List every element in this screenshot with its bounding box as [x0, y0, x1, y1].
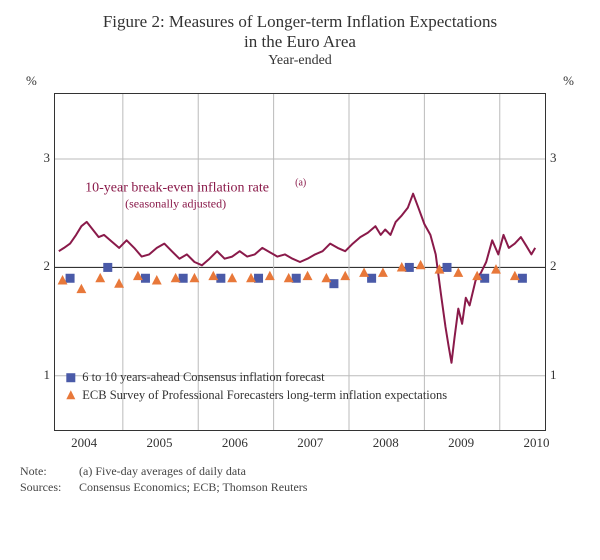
y-axis-unit-right: %	[563, 73, 574, 89]
xtick: 2008	[373, 435, 399, 451]
sources-text: Consensus Economics; ECB; Thomson Reuter…	[79, 480, 307, 494]
svg-text:(seasonally adjusted): (seasonally adjusted)	[125, 196, 226, 210]
chart-svg: 10-year break-even inflation rate (a) (sea…	[55, 94, 545, 430]
ytick-left: 2	[32, 258, 50, 274]
figure-subtitle: Year-ended	[20, 53, 580, 69]
xtick: 2009	[448, 435, 474, 451]
xtick: 2006	[222, 435, 248, 451]
chart-area: % % 10-year break-even inflation rate (a)…	[20, 75, 580, 455]
ytick-right: 1	[550, 367, 568, 383]
title-line-2: in the Euro Area	[244, 32, 356, 51]
plot-box: 10-year break-even inflation rate (a) (sea…	[54, 93, 546, 431]
xtick: 2005	[147, 435, 173, 451]
xtick: 2007	[297, 435, 323, 451]
note-row: Note: (a) Five-day averages of daily dat…	[20, 463, 580, 479]
svg-text:(a): (a)	[295, 177, 306, 188]
note-text: (a) Five-day averages of daily data	[79, 464, 246, 478]
figure-title: Figure 2: Measures of Longer-term Inflat…	[20, 12, 580, 53]
footnotes: Note: (a) Five-day averages of daily dat…	[20, 463, 580, 495]
y-axis-unit-left: %	[26, 73, 37, 89]
figure-container: Figure 2: Measures of Longer-term Inflat…	[0, 0, 600, 560]
note-label: Note:	[20, 463, 76, 479]
sources-label: Sources:	[20, 479, 76, 495]
ytick-right: 2	[550, 258, 568, 274]
ytick-right: 3	[550, 150, 568, 166]
ytick-left: 1	[32, 367, 50, 383]
sources-row: Sources: Consensus Economics; ECB; Thoms…	[20, 479, 580, 495]
xtick: 2004	[71, 435, 97, 451]
title-line-1: Figure 2: Measures of Longer-term Inflat…	[103, 12, 497, 31]
svg-text:ECB Survey of Professional For: ECB Survey of Professional Forecasters l…	[82, 388, 447, 402]
svg-text:6 to 10 years-ahead Consensus: 6 to 10 years-ahead Consensus inflation …	[82, 370, 325, 384]
xtick: 2010	[523, 435, 549, 451]
ytick-left: 3	[32, 150, 50, 166]
svg-text:10-year break-even inflation r: 10-year break-even inflation rate	[85, 180, 269, 195]
